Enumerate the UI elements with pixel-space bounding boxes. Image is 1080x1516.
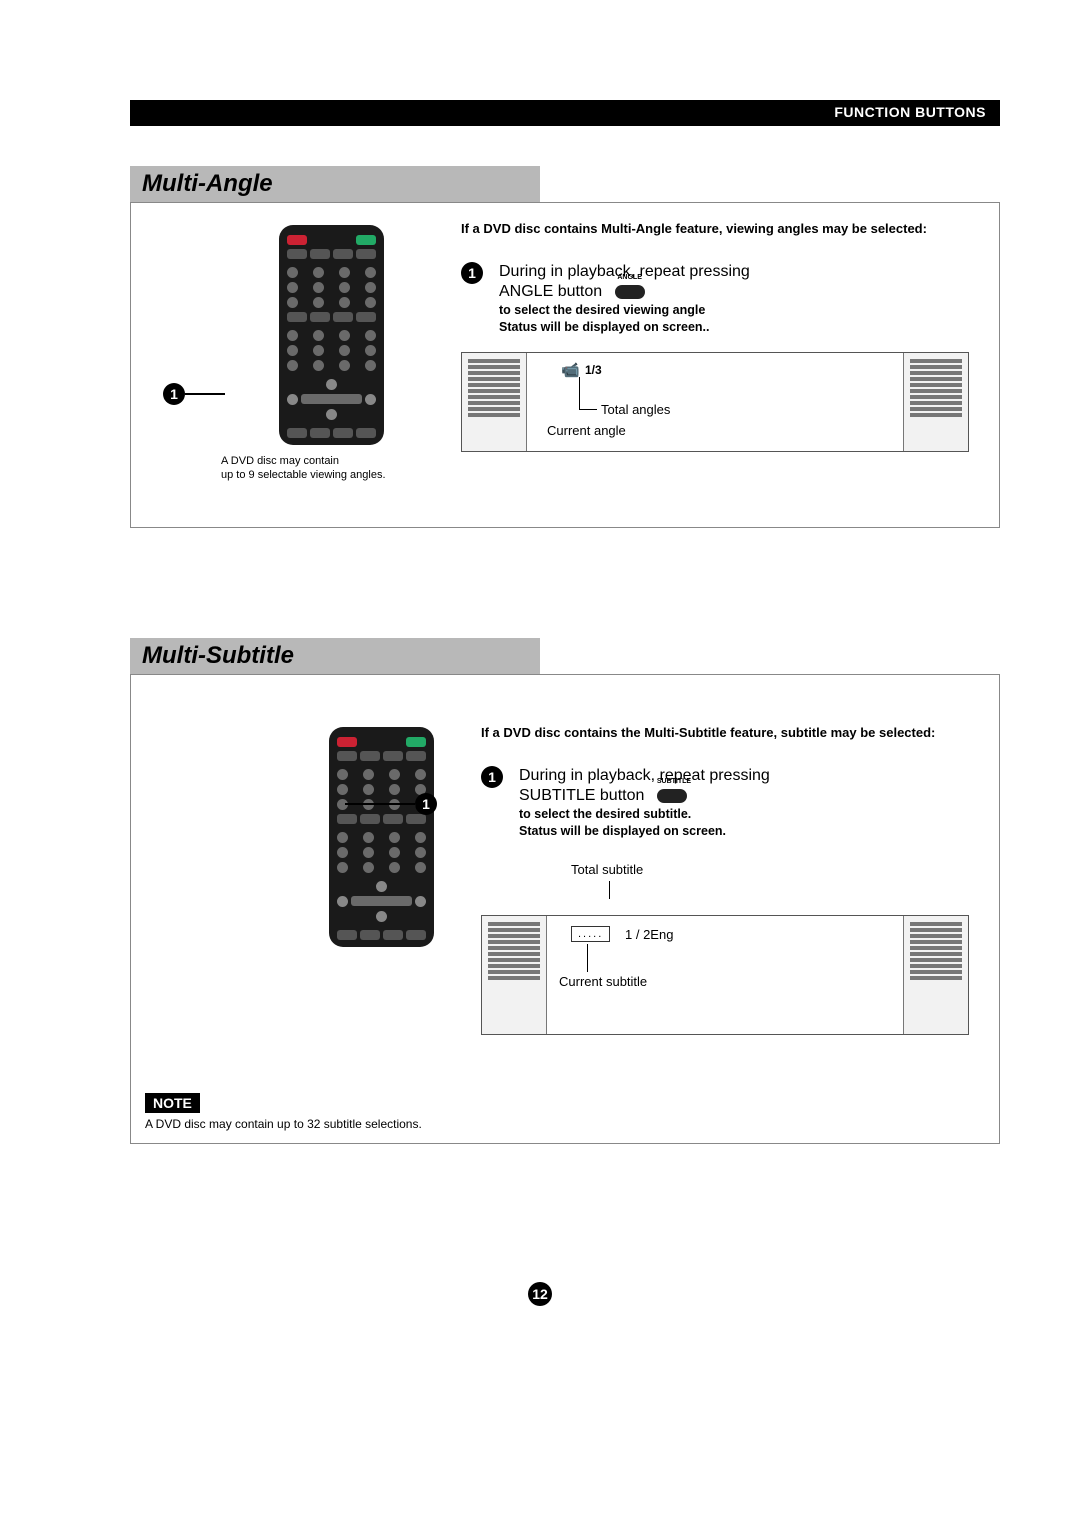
pointer-badge-angle: 1	[163, 383, 185, 405]
intro-subtitle: If a DVD disc contains the Multi-Subtitl…	[481, 725, 969, 742]
step-row-angle: 1 During in playback, repeat pressing AN…	[461, 262, 969, 336]
right-column-angle: If a DVD disc contains Multi-Angle featu…	[461, 221, 979, 452]
osd-side-right-angle	[904, 353, 968, 451]
step-sub1-angle: to select the desired viewing angle	[499, 303, 705, 317]
step-line2-angle: ANGLE button	[499, 283, 602, 300]
osd-screen-subtitle: ..... 1 / 2Eng Current subtitle	[481, 915, 969, 1035]
camera-icon: 📹	[561, 361, 580, 379]
intro-angle: If a DVD disc contains Multi-Angle featu…	[461, 221, 969, 238]
header-label: FUNCTION BUTTONS	[834, 104, 986, 120]
panel-subtitle: 1 If a DVD disc contains the Multi-Subti…	[130, 674, 1000, 1144]
page-number: 12	[528, 1282, 552, 1306]
note-block: NOTE A DVD disc may contain up to 32 sub…	[145, 1093, 422, 1131]
note-text: A DVD disc may contain up to 32 subtitle…	[145, 1117, 422, 1131]
panel-angle: A DVD disc may contain up to 9 selectabl…	[130, 202, 1000, 528]
osd-center-subtitle: ..... 1 / 2Eng Current subtitle	[546, 916, 904, 1034]
osd-side-right-subtitle	[904, 916, 968, 1034]
section-title-subtitle: Multi-Subtitle	[130, 638, 540, 674]
remote-note-angle: A DVD disc may contain up to 9 selectabl…	[191, 455, 471, 483]
remote-illustration-angle	[279, 225, 384, 445]
pointer-subtitle: 1	[345, 793, 437, 815]
section-multi-subtitle: Multi-Subtitle	[130, 638, 1000, 1144]
osd-side-left-angle	[462, 353, 526, 451]
osd-box-subtitle: .....	[571, 926, 610, 942]
step-line1-subtitle: During in playback, repeat pressing	[519, 767, 770, 784]
step-sub1-subtitle: to select the desired subtitle.	[519, 807, 691, 821]
right-column-subtitle: If a DVD disc contains the Multi-Subtitl…	[481, 693, 979, 1035]
step-text-angle: During in playback, repeat pressing ANGL…	[499, 262, 750, 336]
step-sub2-angle: Status will be displayed on screen..	[499, 320, 709, 334]
osd-center-angle: 📹 1/3 Total angles Current angle	[526, 353, 904, 451]
osd-screen-angle: 📹 1/3 Total angles Current angle	[461, 352, 969, 452]
osd-total-subtitle: Total subtitle	[571, 862, 969, 877]
header-bar: FUNCTION BUTTONS	[130, 100, 1000, 126]
remote-column-angle: A DVD disc may contain up to 9 selectabl…	[191, 225, 471, 483]
osd-current-subtitle: Current subtitle	[559, 974, 647, 989]
subtitle-button-icon	[657, 789, 687, 803]
pointer-badge-subtitle: 1	[415, 793, 437, 815]
remote-illustration-subtitle	[329, 727, 434, 947]
step-line2-subtitle: SUBTITLE button	[519, 787, 644, 804]
step-sub2-subtitle: Status will be displayed on screen.	[519, 824, 726, 838]
angle-button-icon	[615, 285, 645, 299]
note-title: NOTE	[145, 1093, 200, 1113]
osd-value-subtitle: 1 / 2Eng	[625, 927, 673, 942]
step-row-subtitle: 1 During in playback, repeat pressing SU…	[481, 766, 969, 840]
osd-total-angle: Total angles	[601, 402, 670, 417]
step-text-subtitle: During in playback, repeat pressing SUBT…	[519, 766, 770, 840]
section-multi-angle: Multi-Angle	[130, 166, 1000, 528]
osd-current-angle: Current angle	[547, 423, 626, 438]
osd-ratio-angle: 1/3	[585, 363, 602, 377]
pointer-angle: 1	[163, 383, 225, 405]
remote-column-subtitle	[241, 727, 521, 955]
osd-side-left-subtitle	[482, 916, 546, 1034]
section-title-angle: Multi-Angle	[130, 166, 540, 202]
